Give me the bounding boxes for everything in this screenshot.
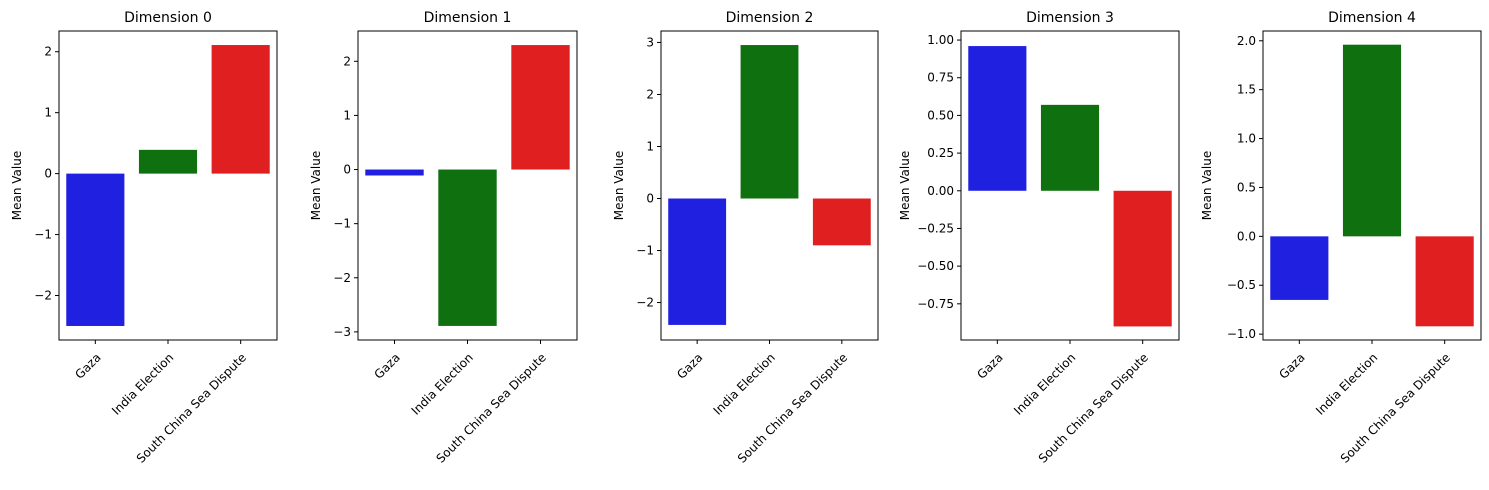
y-tick-label: 0 [646,192,654,206]
x-tick-label: Gaza [372,350,403,381]
bar-india-election [1040,104,1100,191]
y-tick-label: 0.5 [1237,180,1256,194]
y-tick-label: 0.0 [1237,229,1256,243]
y-tick-label: 2 [646,87,654,101]
x-tick-label: India Election [1011,350,1078,417]
bar-india-election [438,169,497,326]
y-tick-label: 0.75 [927,71,954,85]
y-tick-label: 1.0 [1237,132,1256,146]
bar-south-china-sea-dispute [812,198,871,246]
y-tick-label: 1.5 [1237,83,1256,97]
y-tick-label: 0.25 [927,146,954,160]
y-tick-label: 0.50 [927,108,954,122]
y-tick-label: −0.25 [917,221,954,235]
y-axis-label: Mean Value [10,151,24,220]
y-tick-label: 2.0 [1237,34,1256,48]
x-tick-label: Gaza [674,350,705,381]
bar-south-china-sea-dispute [511,45,570,170]
bar-south-china-sea-dispute [1415,236,1474,327]
y-tick-label: 2 [343,54,351,68]
y-axis-label: Mean Value [898,151,912,220]
chart-panel-3: −0.75 −0.50 −0.25 0.00 0.25 0.50 0.75 1.00 Gaza I… [898,10,1180,466]
bar-gaza [1270,236,1329,300]
y-tick-label: −2 [333,271,351,285]
y-tick-label: −2 [636,296,654,310]
y-tick-label: 1 [44,106,52,120]
chart-title: Dimension 0 [124,10,212,26]
y-tick-label: −0.75 [917,297,954,311]
y-tick-label: 2 [44,45,52,59]
bar-gaza [968,46,1027,191]
bar-gaza [668,198,727,325]
bar-south-china-sea-dispute [211,45,270,174]
y-tick-label: 1 [343,108,351,122]
x-tick-label: Gaza [1276,350,1307,381]
y-tick-label: −0.5 [1227,278,1256,292]
y-axis-label: Mean Value [612,151,626,220]
chart-title: Dimension 3 [1026,10,1114,26]
y-tick-label: 1 [646,139,654,153]
y-tick-label: −1 [636,244,654,258]
y-tick-label: 1.00 [927,33,954,47]
x-tick-label: Gaza [72,350,103,381]
y-tick-label: 0 [343,163,351,177]
y-tick-label: −1 [34,228,52,242]
x-tick-label: India Election [711,350,778,417]
y-tick-label: 3 [646,35,654,49]
bar-india-election [1342,44,1402,237]
y-tick-label: −3 [333,325,351,339]
bar-gaza [365,169,424,176]
y-axis-label: Mean Value [1200,151,1214,220]
y-tick-label: −2 [34,289,52,303]
y-axis-label: Mean Value [309,151,323,220]
x-tick-label: India Election [1313,350,1380,417]
bar-india-election [138,149,198,174]
y-tick-label: −1.0 [1227,327,1256,341]
y-tick-label: −1 [333,217,351,231]
bar-india-election [740,45,799,199]
y-tick-label: 0.00 [927,184,954,198]
bar-south-china-sea-dispute [1113,190,1172,327]
chart-title: Dimension 2 [726,10,814,26]
chart-title: Dimension 4 [1328,10,1416,26]
chart-title: Dimension 1 [424,10,512,26]
x-tick-label: India Election [109,350,176,417]
y-tick-label: −0.50 [917,259,954,273]
bar-gaza [66,173,125,326]
x-tick-label: India Election [409,350,476,417]
x-tick-label: Gaza [974,350,1005,381]
y-tick-label: 0 [44,167,52,181]
chart-panel-4: −1.0 −0.5 0.0 0.5 1.0 1.5 2.0 Gaza India Electio… [1200,10,1482,466]
